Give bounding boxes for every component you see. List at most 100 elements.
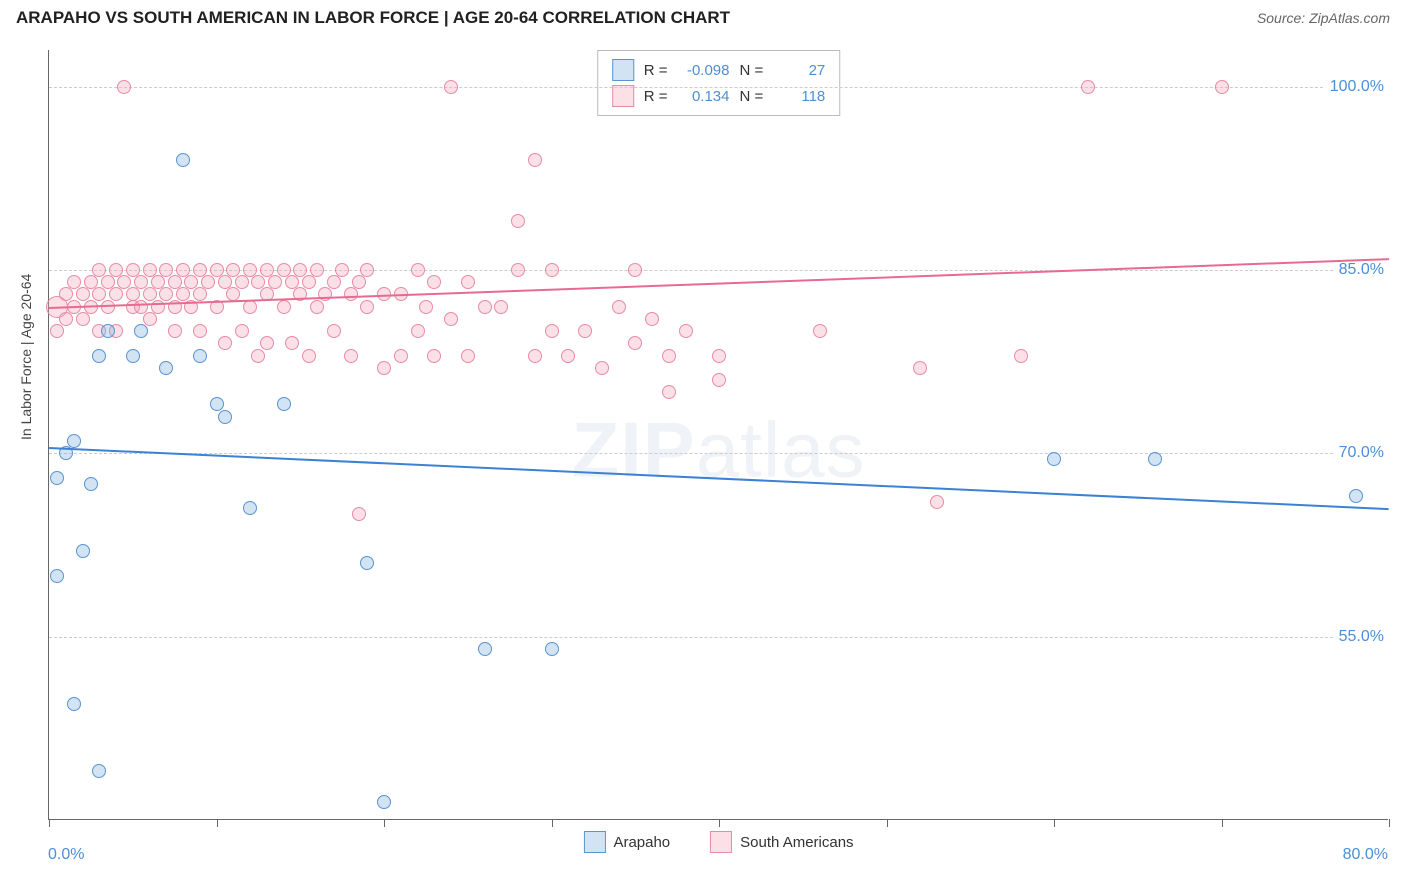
data-point [494, 300, 508, 314]
data-point [193, 287, 207, 301]
data-point [1215, 80, 1229, 94]
data-point [59, 312, 73, 326]
data-point [50, 471, 64, 485]
data-point [545, 642, 559, 656]
data-point [176, 153, 190, 167]
data-point [268, 275, 282, 289]
data-point [251, 349, 265, 363]
data-point [411, 324, 425, 338]
swatch-series1 [583, 831, 605, 853]
x-axis-min-label: 0.0% [48, 846, 84, 864]
n-value: 118 [773, 88, 825, 105]
legend-item: South Americans [710, 831, 853, 853]
data-point [427, 349, 441, 363]
data-point [134, 324, 148, 338]
chart-title: ARAPAHO VS SOUTH AMERICAN IN LABOR FORCE… [16, 8, 730, 28]
data-point [235, 275, 249, 289]
data-point [92, 349, 106, 363]
data-point [511, 263, 525, 277]
swatch-series1 [612, 59, 634, 81]
y-tick-label: 70.0% [1333, 444, 1390, 462]
data-point [411, 263, 425, 277]
data-point [260, 336, 274, 350]
x-tick [1389, 819, 1390, 827]
data-point [913, 361, 927, 375]
data-point [159, 361, 173, 375]
data-point [360, 556, 374, 570]
gridline [49, 87, 1388, 88]
data-point [712, 373, 726, 387]
data-point [143, 312, 157, 326]
x-tick [217, 819, 218, 827]
data-point [76, 312, 90, 326]
data-point [511, 214, 525, 228]
data-point [679, 324, 693, 338]
data-point [561, 349, 575, 363]
r-value: 0.134 [678, 88, 730, 105]
data-point [528, 349, 542, 363]
r-label: R = [644, 62, 668, 79]
data-point [427, 275, 441, 289]
data-point [444, 312, 458, 326]
data-point [545, 263, 559, 277]
data-point [545, 324, 559, 338]
data-point [612, 300, 626, 314]
data-point [461, 349, 475, 363]
data-point [360, 263, 374, 277]
data-point [76, 544, 90, 558]
data-point [360, 300, 374, 314]
data-point [218, 336, 232, 350]
data-point [318, 287, 332, 301]
data-point [344, 287, 358, 301]
data-point [419, 300, 433, 314]
gridline [49, 453, 1388, 454]
data-point [193, 349, 207, 363]
data-point [310, 263, 324, 277]
legend-label: South Americans [740, 834, 853, 851]
data-point [109, 287, 123, 301]
gridline [49, 637, 1388, 638]
data-point [235, 324, 249, 338]
data-point [595, 361, 609, 375]
x-tick [552, 819, 553, 827]
data-point [168, 324, 182, 338]
r-label: R = [644, 88, 668, 105]
data-point [528, 153, 542, 167]
data-point [645, 312, 659, 326]
n-label: N = [740, 62, 764, 79]
data-point [151, 300, 165, 314]
data-point [662, 385, 676, 399]
data-point [218, 410, 232, 424]
data-point [1349, 489, 1363, 503]
data-point [377, 795, 391, 809]
chart-plot-area: ZIPatlas R = -0.098 N = 27 R = 0.134 N =… [48, 50, 1388, 820]
data-point [302, 275, 316, 289]
data-point [578, 324, 592, 338]
stats-row: R = -0.098 N = 27 [612, 57, 826, 83]
data-point [277, 300, 291, 314]
data-point [1047, 452, 1061, 466]
data-point [628, 336, 642, 350]
data-point [193, 324, 207, 338]
data-point [84, 477, 98, 491]
data-point [394, 349, 408, 363]
x-tick [1222, 819, 1223, 827]
legend-item: Arapaho [583, 831, 670, 853]
data-point [478, 300, 492, 314]
data-point [662, 349, 676, 363]
data-point [277, 397, 291, 411]
data-point [327, 275, 341, 289]
legend: Arapaho South Americans [583, 831, 853, 853]
n-value: 27 [773, 62, 825, 79]
data-point [1081, 80, 1095, 94]
data-point [444, 80, 458, 94]
x-tick [719, 819, 720, 827]
x-tick [887, 819, 888, 827]
data-point [377, 361, 391, 375]
y-axis-title: In Labor Force | Age 20-64 [18, 274, 34, 440]
x-tick [384, 819, 385, 827]
r-value: -0.098 [678, 62, 730, 79]
y-tick-label: 100.0% [1324, 78, 1390, 96]
data-point [478, 642, 492, 656]
data-point [101, 324, 115, 338]
